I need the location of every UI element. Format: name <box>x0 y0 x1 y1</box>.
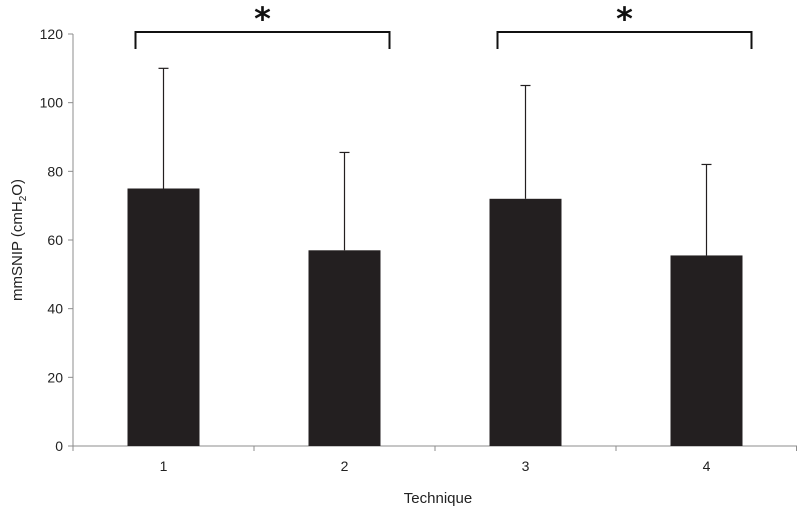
significance-bracket <box>496 31 753 49</box>
bar <box>670 255 743 446</box>
error-bars <box>158 67 712 256</box>
y-axis-title-end: O) <box>9 179 26 196</box>
y-tick-label: 100 <box>40 95 64 111</box>
y-tick-label: 0 <box>55 438 63 454</box>
y-tick-label: 60 <box>47 232 63 248</box>
significance-star: * <box>616 0 633 38</box>
x-tick-label: 3 <box>522 458 530 474</box>
y-tick-label: 20 <box>47 369 63 385</box>
bar <box>489 198 562 446</box>
x-tick-label: 2 <box>341 458 349 474</box>
y-axis-title-main: mmSNIP (cmH <box>9 201 26 301</box>
x-tick-label: 1 <box>160 458 168 474</box>
x-axis-title: Technique <box>404 490 472 507</box>
x-tick-label: 4 <box>703 458 711 474</box>
bar <box>308 250 381 446</box>
significance-brackets: * * <box>134 0 753 49</box>
y-tick-label: 80 <box>47 163 63 179</box>
significance-star: * <box>254 0 271 38</box>
bars <box>127 188 743 446</box>
y-axis: 0 20 40 60 80 100 120 <box>40 26 74 454</box>
significance-bracket <box>134 31 391 49</box>
y-tick-label: 120 <box>40 26 64 42</box>
bar <box>127 188 200 446</box>
y-tick-label: 40 <box>47 301 63 317</box>
x-axis: 1 2 3 4 <box>72 445 797 474</box>
y-axis-title: mmSNIP (cmH2O) <box>9 179 29 301</box>
y-axis-title-subscript: 2 <box>18 195 29 201</box>
